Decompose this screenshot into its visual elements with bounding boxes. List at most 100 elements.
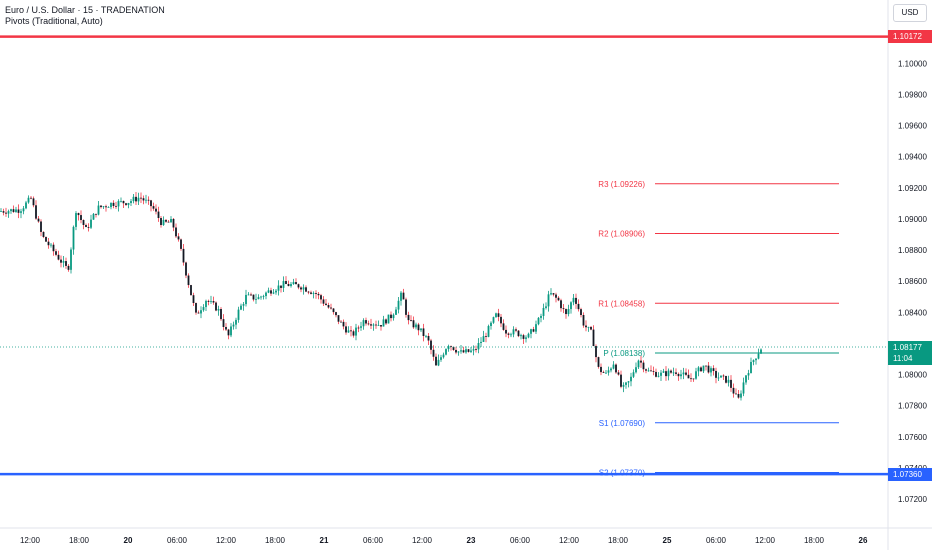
candle-body [655,371,657,377]
candle-body [25,202,27,209]
candle-body [682,372,685,375]
candle-body [137,197,140,202]
candle-body [237,309,240,320]
candle-body [52,244,55,252]
candle-body [362,320,365,327]
pivot-label: R2 (1.08906) [598,230,645,239]
candle-body [395,309,397,315]
candle-body [602,372,605,373]
price-tick-label: 1.09800 [898,90,927,99]
candle-body [37,218,40,222]
candle-body [432,349,435,357]
candle-body [692,378,695,380]
candle-body [577,303,580,310]
candle-body [217,309,220,311]
candle-body [720,375,722,378]
candle-body [572,297,575,303]
candle-body [50,244,52,246]
candle-body [447,346,450,350]
candle-body [342,321,345,327]
candle-body [90,219,92,228]
candle-body [437,359,440,366]
candle-body [275,290,277,293]
candle-body [57,254,60,260]
candle-body [177,236,180,240]
candle-body [477,343,480,350]
candle-body [340,321,342,323]
candle-body [335,312,337,316]
candle-body [252,294,255,300]
candle-body [315,293,317,294]
candle-body [627,381,630,383]
candle-body [650,370,652,372]
candle-body [557,297,560,301]
candle-body [10,209,12,212]
candle-body [172,218,175,228]
pivot-label: P (1.08138) [603,349,645,358]
candle-body [195,303,197,313]
candle-body [140,197,142,199]
candle-body [507,333,510,335]
time-tick-label: 06:00 [167,536,188,545]
candle-body [737,393,740,398]
candle-body [67,265,70,270]
candle-body [17,209,20,213]
candle-body [175,227,177,237]
candle-body [332,308,335,313]
candle-body [327,305,330,308]
pivot-label: R3 (1.09226) [598,180,645,189]
candle-body [347,330,350,333]
candle-body [490,322,492,327]
candle-body [150,200,152,207]
candle-body [245,294,247,305]
candle-body [570,302,572,310]
candle-body [427,335,430,341]
candle-body [267,290,270,293]
candle-body [285,281,287,284]
candle-body [120,200,122,202]
candle-body [200,310,202,314]
indicator-name[interactable]: Pivots (Traditional, Auto) [5,16,103,26]
time-tick-label: 06:00 [363,536,384,545]
horizontal-lines[interactable] [0,35,888,476]
candle-body [487,326,490,337]
candle-body [712,368,715,371]
candle-body [620,374,622,387]
candle-body [545,306,547,308]
candle-body [525,337,527,339]
currency-button[interactable]: USD [893,4,927,22]
candle-body [687,374,690,379]
candle-body [235,319,237,325]
price-tick-label: 1.07200 [898,495,927,504]
candle-body [617,372,620,375]
price-tick-label: 1.07600 [898,433,927,442]
candle-body [202,307,205,311]
time-tick-label: 25 [663,536,672,545]
candle-body [40,221,42,232]
candle-body [5,212,7,214]
candle-body [367,323,370,325]
candle-body [685,372,687,375]
candle-body [662,371,665,373]
candle-body [642,362,645,370]
candle-body [317,293,320,296]
price-tick-label: 1.09200 [898,184,927,193]
candle-body [607,370,610,373]
candle-body [117,201,120,207]
candle-body [372,324,375,326]
candle-body [230,326,232,336]
symbol-title[interactable]: Euro / U.S. Dollar · 15 · TRADENATION [5,5,165,15]
candle-body [352,331,355,336]
candle-body [450,346,452,347]
candle-body [750,361,752,374]
candle-body [122,200,125,204]
candle-body [652,371,655,372]
candle-body [85,224,87,228]
candle-body [375,324,377,326]
candle-body [345,326,347,333]
candle-body [742,382,745,394]
candle-body [80,215,82,221]
candle-body [55,251,57,255]
